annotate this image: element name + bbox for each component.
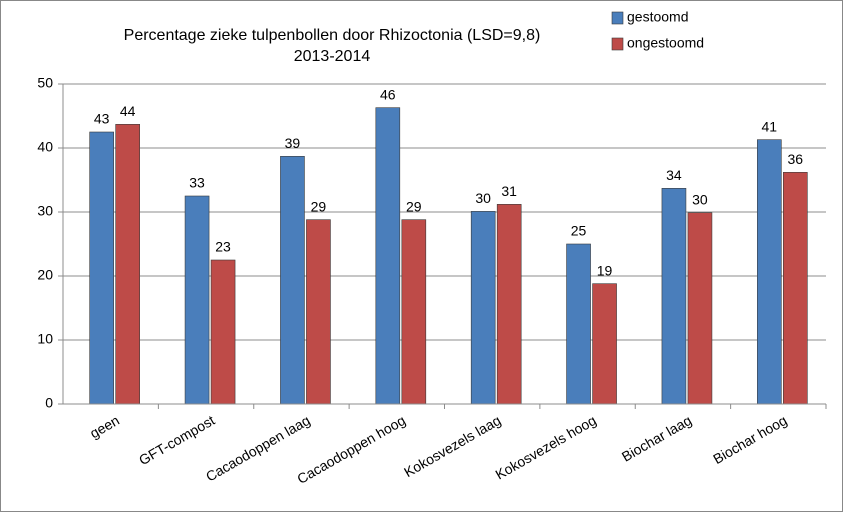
data-label: 39 — [285, 135, 301, 151]
y-tick-label: 10 — [37, 331, 53, 347]
bar — [496, 204, 522, 405]
bar — [210, 259, 236, 405]
data-label: 43 — [94, 111, 110, 127]
bar — [375, 107, 401, 405]
legend-swatch — [611, 37, 624, 51]
data-label: 23 — [215, 239, 231, 255]
data-label: 25 — [571, 223, 587, 239]
data-label: 36 — [788, 151, 804, 167]
bar — [661, 188, 687, 405]
data-label: 29 — [406, 198, 422, 214]
chart-subtitle: 2013-2014 — [294, 48, 371, 65]
data-label: 29 — [311, 198, 327, 214]
data-label: 31 — [501, 183, 517, 199]
bar — [89, 131, 114, 405]
data-label: 30 — [475, 190, 491, 206]
data-label: 34 — [666, 167, 682, 183]
legend-label: gestoomd — [627, 9, 688, 25]
bar — [401, 219, 427, 405]
data-label: 30 — [692, 191, 708, 207]
legend-label: ongestoomd — [627, 35, 704, 51]
bar — [566, 243, 591, 405]
data-label: 19 — [597, 262, 613, 278]
data-label: 33 — [189, 175, 205, 191]
data-label: 46 — [380, 86, 396, 102]
bar — [470, 211, 496, 405]
bar — [184, 195, 210, 405]
y-tick-label: 40 — [37, 139, 53, 155]
data-label: 44 — [120, 103, 136, 119]
bar — [115, 124, 140, 405]
data-label: 41 — [762, 118, 778, 134]
y-tick-label: 50 — [37, 75, 53, 91]
bar — [783, 172, 808, 405]
chart-title: Percentage zieke tulpenbollen door Rhizo… — [124, 27, 541, 44]
y-tick-label: 0 — [45, 395, 53, 411]
bar — [280, 156, 305, 405]
bar — [757, 139, 782, 405]
y-tick-label: 20 — [37, 267, 53, 283]
legend-swatch — [611, 11, 624, 25]
bar — [306, 219, 331, 405]
y-tick-label: 30 — [37, 203, 53, 219]
bar — [687, 212, 713, 405]
bar — [592, 283, 617, 405]
